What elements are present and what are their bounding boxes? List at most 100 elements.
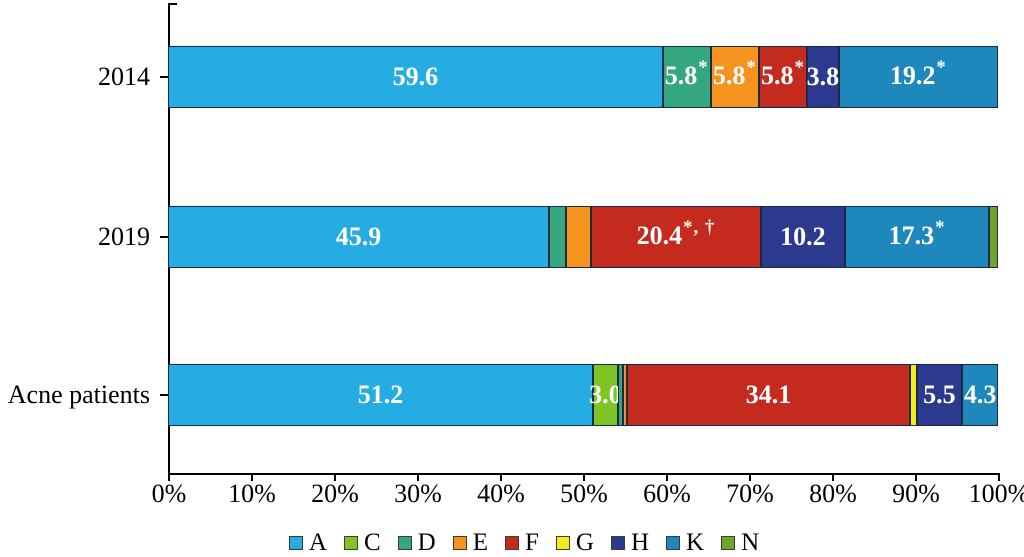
x-tick-40 xyxy=(500,475,502,481)
y-axis-top-tick xyxy=(168,3,177,5)
x-tick-label-80: 80% xyxy=(809,479,857,508)
segment-value-label: 5.8* xyxy=(761,57,805,90)
segment-2019-e xyxy=(565,206,592,268)
legend-item-c: C xyxy=(343,529,381,556)
segment-value-label: 5.5 xyxy=(923,380,956,409)
segment-value-label: 51.2 xyxy=(357,380,404,409)
category-label-2019: 2019 xyxy=(98,222,150,251)
x-tick-80 xyxy=(832,475,834,481)
x-axis-line xyxy=(168,473,1000,475)
bar-acne-patients: 51.2 3.0 34.1 5.5 4.3 xyxy=(168,364,998,426)
legend-item-n: N xyxy=(721,530,759,555)
legend-item-a: A xyxy=(288,529,327,556)
segment-value-label: 5.8* xyxy=(712,57,757,90)
legend-label-g: G xyxy=(575,529,594,556)
bar-2019: 45.9 20.4*, † 10.2 17.3* xyxy=(168,206,998,268)
segment-2014-f: 5.8* xyxy=(758,46,808,108)
y-tick-2014 xyxy=(160,76,168,78)
x-tick-100 xyxy=(998,475,1000,481)
segment-value-label: 17.3* xyxy=(888,217,946,250)
legend-swatch-g-icon xyxy=(555,535,570,550)
legend-label-d: D xyxy=(417,529,436,556)
category-label-acne-patients: Acne patients xyxy=(7,380,150,409)
x-tick-50 xyxy=(583,475,585,481)
segment-value-label: 5.8* xyxy=(664,57,709,90)
legend-swatch-k-icon xyxy=(666,535,680,550)
significance-mark: * xyxy=(698,57,709,79)
x-tick-label-100: 100% xyxy=(968,479,1024,508)
segment-value-label: 34.1 xyxy=(745,380,792,409)
significance-mark: * xyxy=(935,217,946,239)
segment-acne-patients-h: 5.5 xyxy=(916,364,963,426)
segment-acne-patients-e xyxy=(622,364,627,426)
x-tick-label-90: 90% xyxy=(892,479,940,508)
segment-value-label: 45.9 xyxy=(335,222,382,251)
segment-acne-patients-f: 34.1 xyxy=(626,364,910,426)
legend-swatch-n-icon xyxy=(721,535,736,550)
x-tick-60 xyxy=(666,475,668,481)
significance-mark: * xyxy=(794,57,805,79)
legend-label-k: K xyxy=(686,529,705,556)
legend-item-d: D xyxy=(397,529,436,556)
legend-item-e: E xyxy=(452,529,488,556)
category-label-2014: 2014 xyxy=(98,62,150,91)
x-tick-label-30: 30% xyxy=(394,479,442,508)
segment-value-label: 20.4*, † xyxy=(636,217,716,250)
segment-2019-f: 20.4*, † xyxy=(591,206,761,268)
segment-value-label: 4.3 xyxy=(963,380,997,409)
legend-swatch-h-icon xyxy=(610,535,625,550)
legend-item-h: H xyxy=(610,530,649,555)
x-tick-70 xyxy=(749,475,751,481)
legend-label-a: A xyxy=(308,529,327,556)
legend-swatch-f-icon xyxy=(504,535,519,550)
legend-swatch-c-icon xyxy=(343,535,358,550)
legend-item-f: F xyxy=(504,529,539,556)
y-tick-acne-patients xyxy=(160,394,168,396)
legend-item-g: G xyxy=(555,529,594,556)
significance-mark: * xyxy=(936,57,947,79)
segment-value-label: 3.8 xyxy=(806,62,840,91)
legend-swatch-e-icon xyxy=(452,535,467,550)
segment-value-label: 19.2* xyxy=(889,57,947,90)
x-tick-label-10: 10% xyxy=(228,479,276,508)
segment-acne-patients-a: 51.2 xyxy=(168,364,593,426)
x-tick-label-50: 50% xyxy=(560,479,608,508)
significance-mark: *, † xyxy=(683,217,716,239)
x-tick-label-70: 70% xyxy=(726,479,774,508)
segment-2014-d: 5.8* xyxy=(662,46,711,108)
segment-2014-e: 5.8* xyxy=(710,46,759,108)
y-tick-2019 xyxy=(160,236,168,238)
legend-label-n: N xyxy=(741,529,760,556)
x-tick-label-60: 60% xyxy=(643,479,691,508)
segment-2014-h: 3.8 xyxy=(807,46,839,108)
segment-2019-k: 17.3* xyxy=(845,206,989,268)
segment-acne-patients-k: 4.3 xyxy=(962,364,998,426)
segment-acne-patients-g xyxy=(909,364,917,426)
segment-acne-patients-d xyxy=(617,364,623,426)
legend-item-k: K xyxy=(666,530,704,555)
x-tick-label-20: 20% xyxy=(311,479,359,508)
legend-label-e: E xyxy=(472,529,488,556)
x-tick-label-0: 0% xyxy=(151,479,187,508)
segment-2014-a: 59.6 xyxy=(168,46,663,108)
segment-value-label: 3.0 xyxy=(589,380,622,409)
segment-2019-a: 45.9 xyxy=(168,206,549,268)
segment-2019-h: 10.2 xyxy=(760,206,846,268)
legend-swatch-a-icon xyxy=(288,535,303,550)
x-tick-20 xyxy=(334,475,336,481)
x-tick-0 xyxy=(168,475,170,481)
x-tick-30 xyxy=(417,475,419,481)
segment-2019-d xyxy=(548,206,566,268)
significance-mark: * xyxy=(746,57,757,79)
segment-value-label: 59.6 xyxy=(392,62,439,91)
x-tick-90 xyxy=(915,475,917,481)
segment-acne-patients-c: 3.0 xyxy=(589,364,622,426)
segment-value-label: 10.2 xyxy=(780,222,826,251)
legend-label-f: F xyxy=(524,529,539,556)
legend-swatch-d-icon xyxy=(397,535,412,550)
x-tick-10 xyxy=(251,475,253,481)
bar-2014: 59.6 5.8* 5.8* 5.8* 3.8 19.2* xyxy=(168,46,998,108)
legend-label-c: C xyxy=(363,529,381,556)
